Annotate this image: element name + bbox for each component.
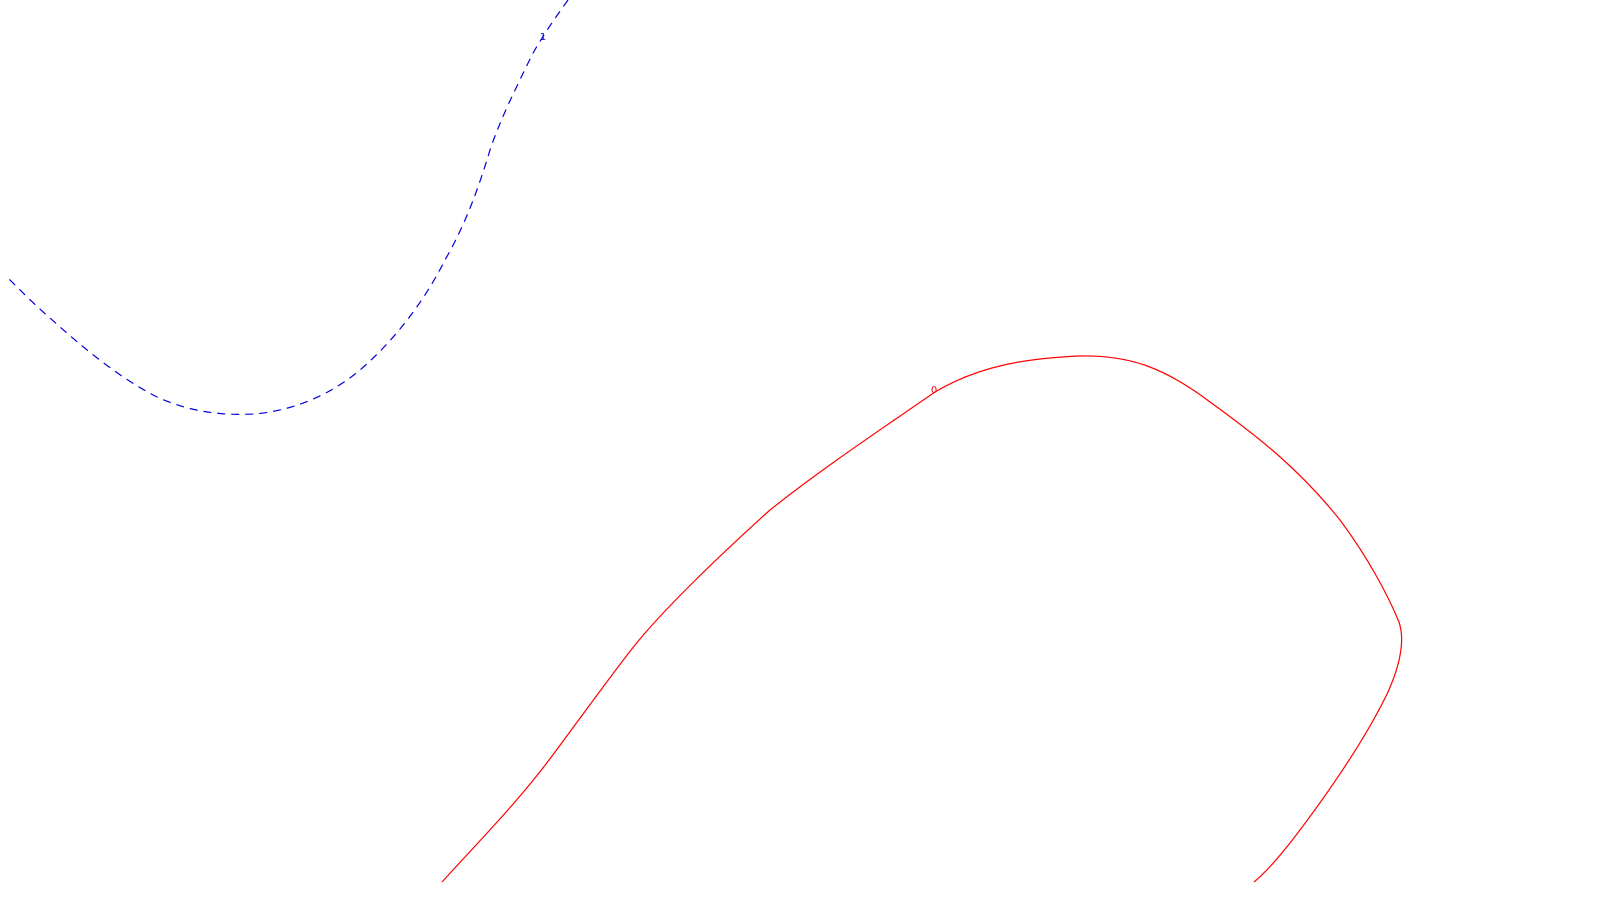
series-layer: 10	[7, 0, 1403, 883]
contour-line-1	[7, 0, 569, 415]
contour-label-2: 0	[931, 385, 937, 396]
contour-label-1: 1	[540, 32, 546, 43]
contour-line-2	[441, 355, 1403, 883]
